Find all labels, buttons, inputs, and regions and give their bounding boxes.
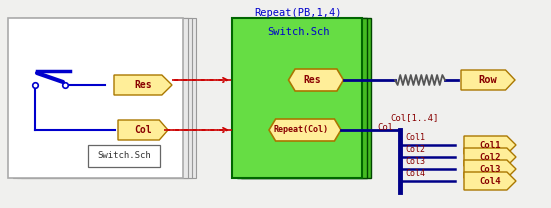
FancyBboxPatch shape bbox=[241, 18, 371, 178]
Text: Col[1..4]: Col[1..4] bbox=[391, 114, 439, 123]
Text: Col2: Col2 bbox=[479, 152, 501, 161]
Text: Switch.Sch: Switch.Sch bbox=[267, 27, 329, 37]
Polygon shape bbox=[114, 75, 172, 95]
Text: Col2: Col2 bbox=[405, 145, 425, 154]
Text: Col: Col bbox=[377, 124, 393, 132]
Polygon shape bbox=[269, 119, 341, 141]
FancyBboxPatch shape bbox=[21, 18, 196, 178]
FancyBboxPatch shape bbox=[88, 145, 160, 167]
Text: Res: Res bbox=[303, 75, 321, 85]
Text: Row: Row bbox=[479, 75, 498, 85]
Text: Col3: Col3 bbox=[479, 165, 501, 173]
Polygon shape bbox=[464, 148, 516, 166]
Text: Col1: Col1 bbox=[405, 133, 425, 142]
FancyBboxPatch shape bbox=[8, 18, 183, 178]
Text: Repeat(Col): Repeat(Col) bbox=[273, 125, 328, 135]
Polygon shape bbox=[464, 136, 516, 154]
Polygon shape bbox=[464, 172, 516, 190]
Text: Col1: Col1 bbox=[479, 140, 501, 150]
Text: Repeat(PB,1,4): Repeat(PB,1,4) bbox=[254, 8, 342, 18]
FancyBboxPatch shape bbox=[237, 18, 367, 178]
FancyBboxPatch shape bbox=[13, 18, 188, 178]
Polygon shape bbox=[461, 70, 515, 90]
Text: Switch.Sch: Switch.Sch bbox=[97, 151, 151, 161]
Text: Col: Col bbox=[134, 125, 152, 135]
Text: Col3: Col3 bbox=[405, 157, 425, 166]
Polygon shape bbox=[289, 69, 343, 91]
Text: Col4: Col4 bbox=[405, 169, 425, 178]
Text: Res: Res bbox=[134, 80, 152, 90]
Polygon shape bbox=[464, 160, 516, 178]
FancyBboxPatch shape bbox=[17, 18, 192, 178]
Polygon shape bbox=[118, 120, 168, 140]
FancyBboxPatch shape bbox=[232, 18, 362, 178]
Text: Col4: Col4 bbox=[479, 177, 501, 186]
